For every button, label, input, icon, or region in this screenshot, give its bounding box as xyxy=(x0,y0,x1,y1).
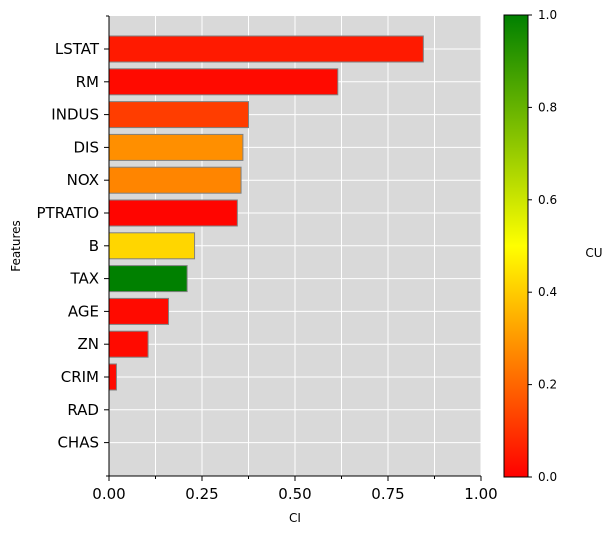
x-tick-label: 0.75 xyxy=(371,485,404,503)
x-tick-label: 0.00 xyxy=(92,485,125,503)
bar xyxy=(108,297,170,325)
y-tick-label: INDUS xyxy=(51,106,99,124)
colorbar-tick-label: 0.0 xyxy=(538,470,557,484)
bar xyxy=(108,133,244,161)
y-tick-label: DIS xyxy=(74,138,100,156)
bar xyxy=(108,265,188,293)
y-tick-label: AGE xyxy=(68,302,99,320)
bar xyxy=(108,363,117,391)
y-tick-label: RAD xyxy=(67,401,99,419)
y-axis-label: Features xyxy=(9,220,23,272)
x-axis-label: CI xyxy=(289,511,301,525)
colorbar-ticks: 0.0 0.2 0.4 0.6 0.8 1.0 xyxy=(528,8,557,484)
bar xyxy=(108,330,149,358)
colorbar xyxy=(503,14,529,478)
colorbar-tick-label: 0.6 xyxy=(538,193,557,207)
x-tick-label: 1.00 xyxy=(464,485,497,503)
y-tick-label: LSTAT xyxy=(55,40,100,58)
y-tick-label: B xyxy=(89,237,99,255)
x-tick-label: 0.25 xyxy=(185,485,218,503)
y-tick-label: PTRATIO xyxy=(36,204,99,222)
colorbar-tick-label: 0.2 xyxy=(538,378,557,392)
y-tick-label: RM xyxy=(76,73,99,91)
colorbar-label: CU xyxy=(585,246,602,260)
bar xyxy=(108,68,339,96)
bar xyxy=(108,101,249,129)
y-tick-labels: LSTAT RM INDUS DIS NOX PTRATIO B TAX AGE ZN CRIM RA… xyxy=(36,15,109,477)
x-tick-labels: 0.00 0.25 0.50 0.75 1.00 xyxy=(92,476,498,503)
bar xyxy=(108,199,238,227)
y-tick-label: CRIM xyxy=(61,368,99,386)
colorbar-tick-label: 0.4 xyxy=(538,285,557,299)
bar xyxy=(108,232,196,260)
y-tick-label: NOX xyxy=(67,171,99,189)
bar xyxy=(108,35,424,63)
colorbar-tick-label: 1.0 xyxy=(538,8,557,22)
colorbar-tick-label: 0.8 xyxy=(538,100,557,114)
x-tick-label: 0.50 xyxy=(278,485,311,503)
y-tick-label: ZN xyxy=(78,335,100,353)
y-tick-label: TAX xyxy=(69,270,99,288)
y-tick-label: CHAS xyxy=(57,434,99,452)
bar xyxy=(108,166,242,194)
bars xyxy=(108,35,424,391)
